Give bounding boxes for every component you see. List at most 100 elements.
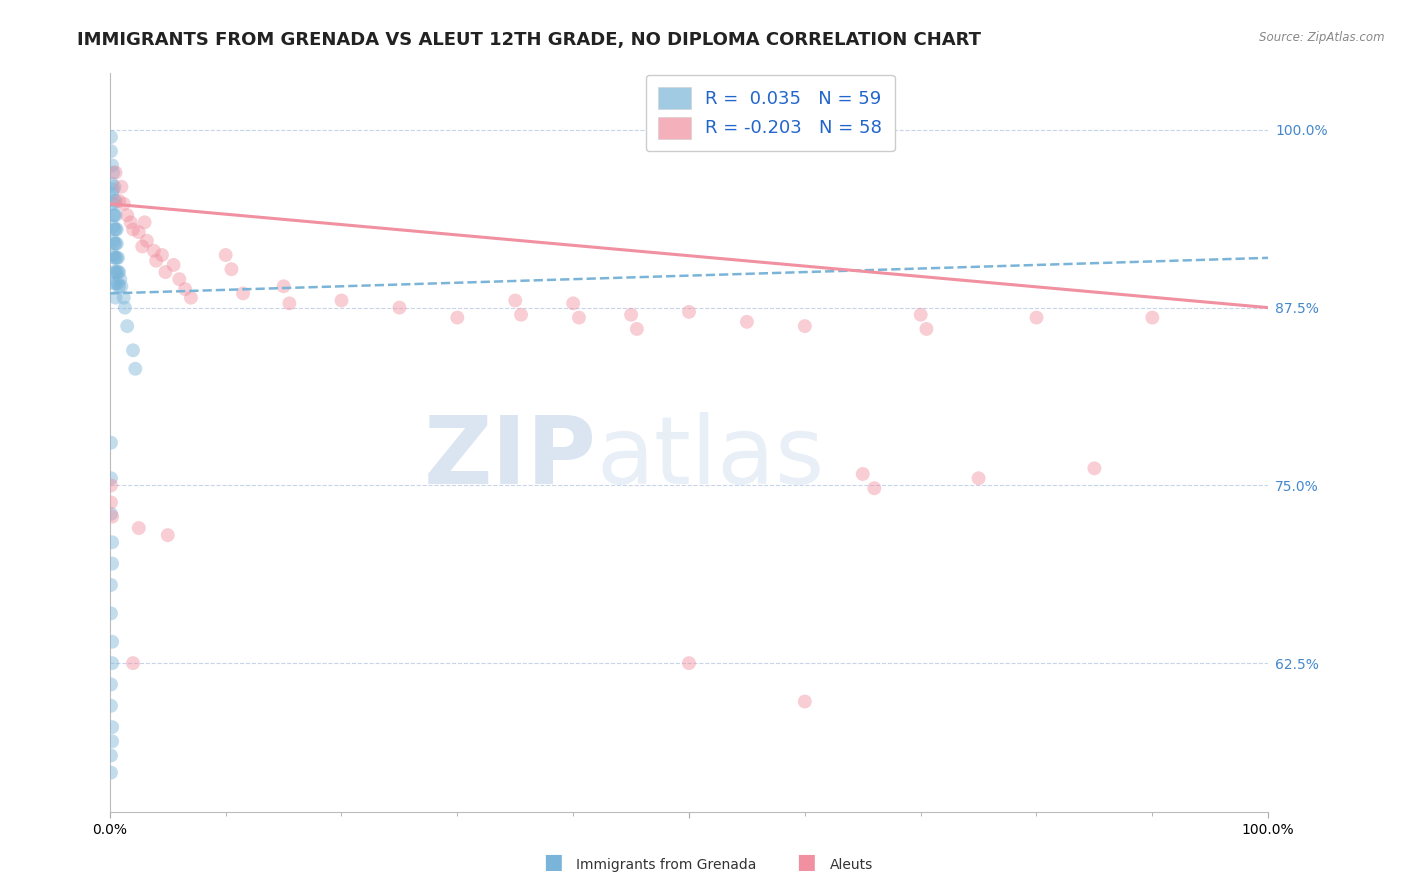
Point <box>100 507 122 521</box>
Point <box>910 308 932 322</box>
Point <box>107 265 129 279</box>
Point <box>101 177 124 191</box>
Point <box>103 251 125 265</box>
Point <box>103 179 125 194</box>
Point <box>100 698 122 713</box>
Point <box>110 279 132 293</box>
Point <box>104 251 127 265</box>
Point <box>503 293 526 308</box>
Point <box>110 272 132 286</box>
Point <box>107 277 129 291</box>
Point <box>122 222 145 236</box>
Point <box>162 258 184 272</box>
Point <box>1142 310 1164 325</box>
Point <box>120 215 142 229</box>
Point <box>124 361 146 376</box>
Point <box>101 720 124 734</box>
Point <box>150 248 173 262</box>
Point <box>128 521 150 535</box>
Point <box>104 265 127 279</box>
Text: atlas: atlas <box>596 411 824 503</box>
Point <box>156 528 179 542</box>
Point <box>105 222 128 236</box>
Point <box>110 179 132 194</box>
Point <box>330 293 353 308</box>
Point <box>100 435 122 450</box>
Point <box>100 471 122 485</box>
Point <box>735 315 758 329</box>
Point <box>273 279 295 293</box>
Point <box>278 296 301 310</box>
Legend: R =  0.035   N = 59, R = -0.203   N = 58: R = 0.035 N = 59, R = -0.203 N = 58 <box>645 75 894 151</box>
Point <box>108 279 131 293</box>
Point <box>100 765 122 780</box>
Point <box>112 196 135 211</box>
Point <box>145 253 167 268</box>
Point <box>174 282 197 296</box>
Point <box>105 236 128 251</box>
Point <box>103 183 125 197</box>
Point <box>104 236 127 251</box>
Point <box>115 319 138 334</box>
Point <box>131 239 153 253</box>
Text: Source: ZipAtlas.com: Source: ZipAtlas.com <box>1260 31 1385 45</box>
Point <box>142 244 165 258</box>
Point <box>103 222 125 236</box>
Text: Immigrants from Grenada: Immigrants from Grenada <box>576 858 756 872</box>
Text: Aleuts: Aleuts <box>830 858 873 872</box>
Text: ZIP: ZIP <box>423 411 596 503</box>
Point <box>100 607 122 621</box>
Point <box>103 248 125 262</box>
Point <box>101 635 124 649</box>
Point <box>852 467 875 481</box>
Point <box>388 301 411 315</box>
Point <box>103 208 125 222</box>
Point <box>103 194 125 208</box>
Point <box>104 165 127 179</box>
Point <box>626 322 648 336</box>
Point <box>100 144 122 158</box>
Point <box>100 677 122 691</box>
Point <box>967 471 990 485</box>
Text: ■: ■ <box>543 853 562 872</box>
Point <box>678 305 700 319</box>
Point <box>122 656 145 670</box>
Point <box>562 296 585 310</box>
Point <box>101 158 124 172</box>
Point <box>108 265 131 279</box>
Point <box>215 248 238 262</box>
Point <box>103 277 125 291</box>
Point <box>100 478 122 492</box>
Point <box>100 748 122 763</box>
Point <box>103 265 125 279</box>
Point <box>104 291 127 305</box>
Point <box>101 535 124 549</box>
Point <box>134 215 156 229</box>
Point <box>620 308 643 322</box>
Point <box>104 277 127 291</box>
Point <box>169 272 191 286</box>
Point <box>180 291 202 305</box>
Point <box>155 265 177 279</box>
Point <box>1083 461 1105 475</box>
Point <box>103 165 125 179</box>
Text: IMMIGRANTS FROM GRENADA VS ALEUT 12TH GRADE, NO DIPLOMA CORRELATION CHART: IMMIGRANTS FROM GRENADA VS ALEUT 12TH GR… <box>77 31 981 49</box>
Point <box>568 310 591 325</box>
Point <box>103 196 125 211</box>
Point <box>1025 310 1047 325</box>
Point <box>103 236 125 251</box>
Point <box>793 319 815 334</box>
Point <box>510 308 533 322</box>
Point <box>221 262 243 277</box>
Point <box>678 656 700 670</box>
Point <box>114 301 136 315</box>
Point <box>101 734 124 748</box>
Point <box>863 481 886 495</box>
Point <box>103 208 125 222</box>
Point <box>105 265 128 279</box>
Text: ■: ■ <box>796 853 815 872</box>
Point <box>101 656 124 670</box>
Point <box>103 234 125 248</box>
Point <box>105 251 128 265</box>
Point <box>104 208 127 222</box>
